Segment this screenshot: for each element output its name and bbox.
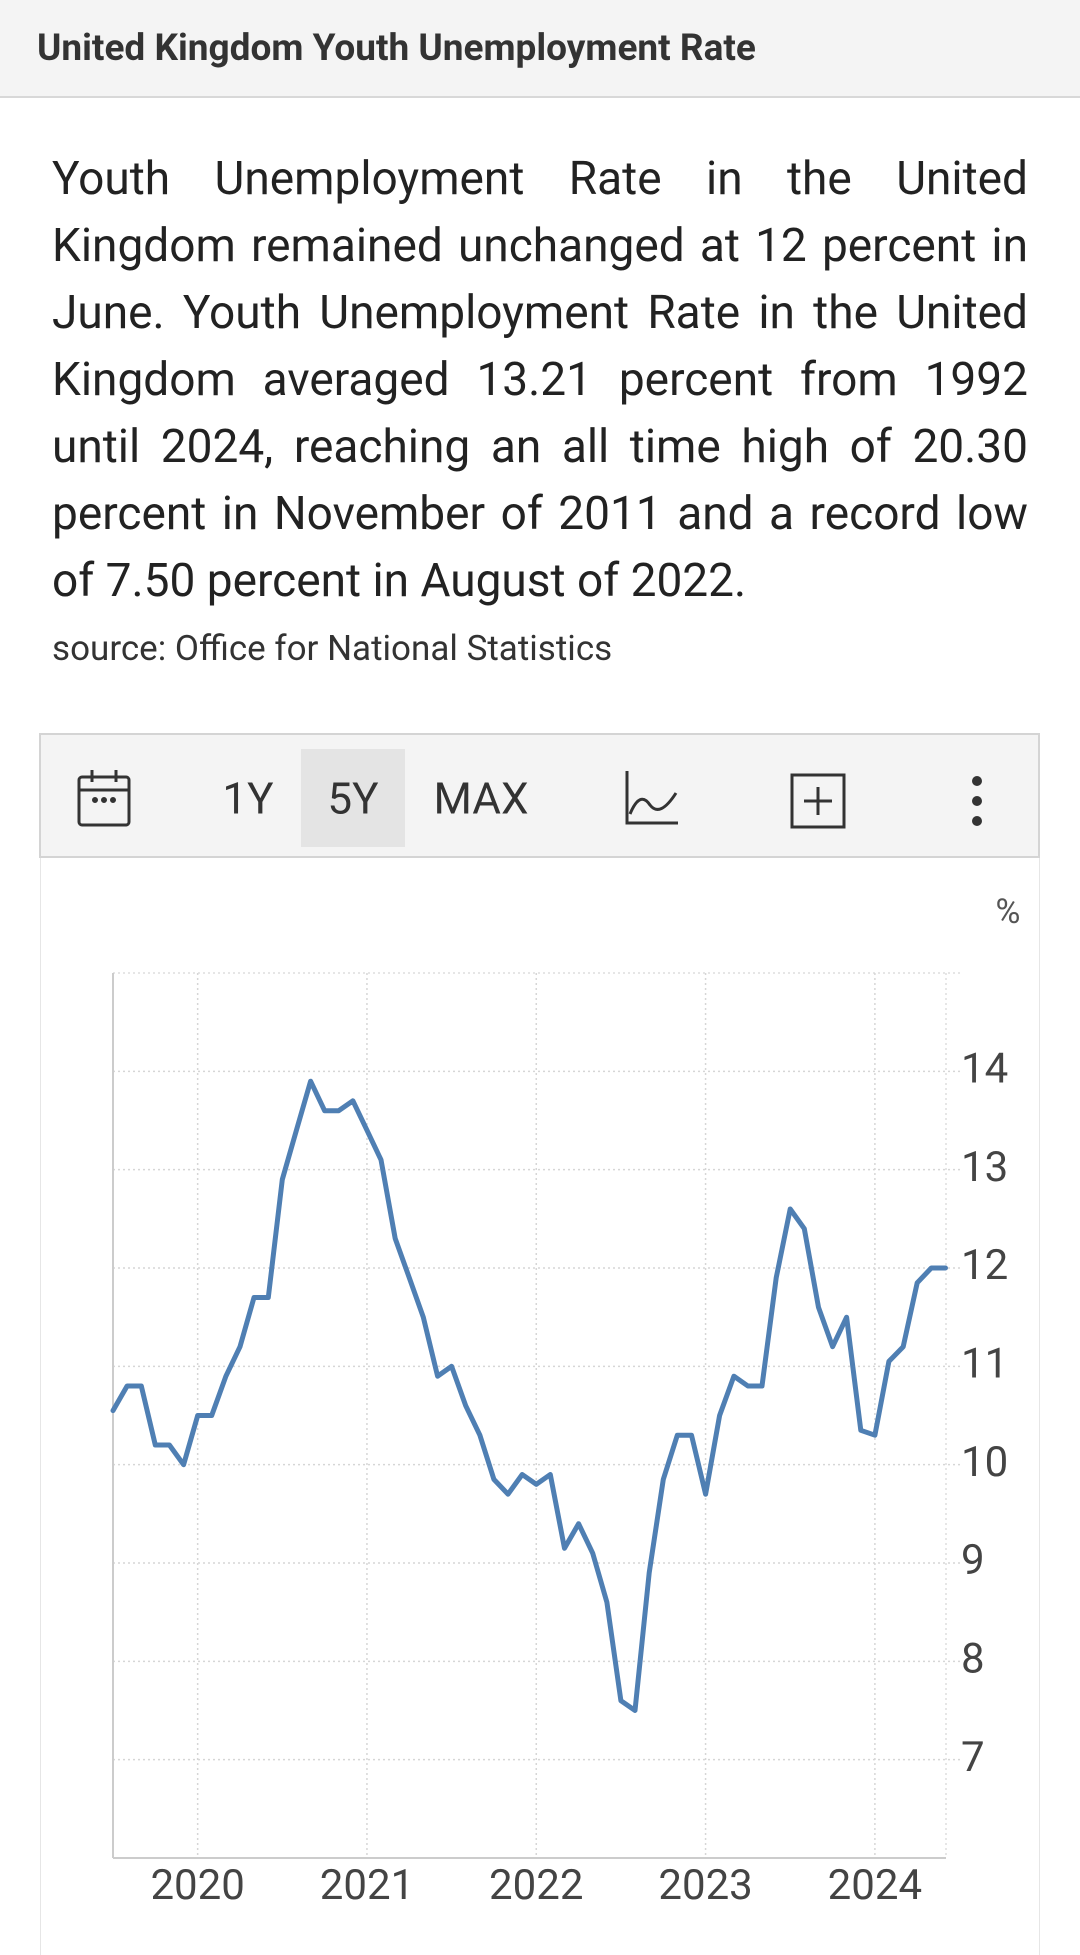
x-tick-label: 2020	[150, 1861, 244, 1910]
x-tick-label: 2024	[828, 1861, 922, 1910]
range-button[interactable]: 5Y	[327, 773, 379, 825]
page-title: United Kingdom Youth Unemployment Rate	[37, 27, 756, 70]
y-tick-label: 12	[961, 1241, 1008, 1290]
y-tick-label: 7	[961, 1733, 985, 1782]
x-tick-label: 2021	[320, 1861, 414, 1910]
selected-range-bg	[301, 749, 405, 847]
y-tick-label: 13	[961, 1143, 1008, 1192]
range-button[interactable]: MAX	[433, 773, 528, 825]
y-tick-label: 9	[961, 1536, 985, 1585]
x-tick-label: 2023	[658, 1861, 752, 1910]
toolbar	[39, 733, 1040, 858]
chart-type-button[interactable]	[625, 771, 678, 825]
y-tick-label: 8	[961, 1634, 985, 1683]
compare-button[interactable]	[790, 773, 846, 829]
more-button[interactable]	[972, 776, 982, 826]
range-button[interactable]: 1Y	[222, 773, 274, 825]
unit-label: %	[996, 892, 1021, 932]
calendar-button[interactable]	[77, 770, 131, 827]
y-tick-label: 10	[961, 1438, 1008, 1487]
y-tick-label: 14	[961, 1044, 1008, 1093]
header: United Kingdom Youth Unemployment Rate	[0, 0, 1080, 98]
description: Youth Unemployment Rate in the United Ki…	[52, 152, 1028, 608]
data-line	[110, 1078, 948, 1713]
source: source: Office for National Statistics	[52, 628, 613, 669]
x-tick-label: 2022	[489, 1861, 583, 1910]
y-tick-label: 11	[961, 1339, 1008, 1388]
